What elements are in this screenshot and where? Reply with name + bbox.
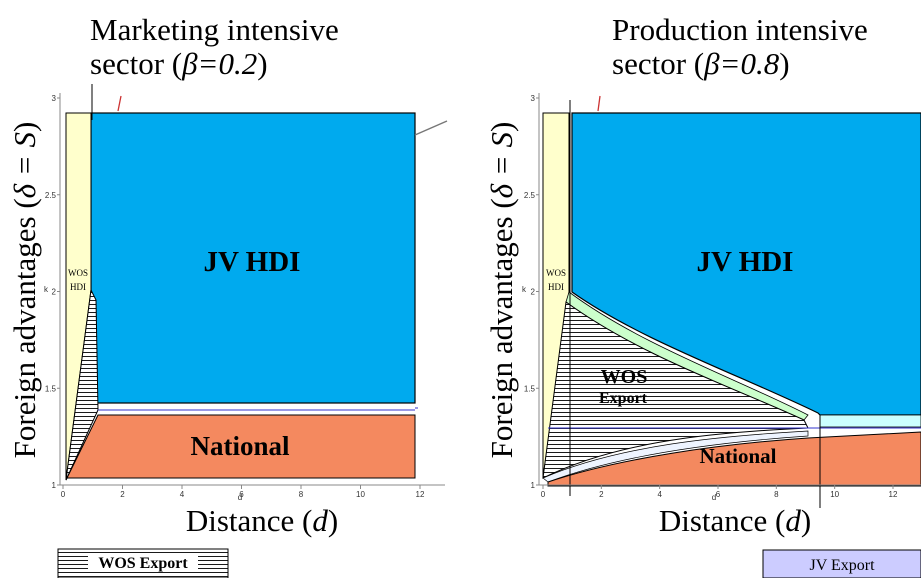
y-tick-label: 3	[52, 94, 57, 103]
x-tick-label: 10	[830, 490, 839, 499]
region-jv-export	[819, 414, 921, 428]
y-tick-label: 2	[531, 288, 536, 297]
label-export: Export	[599, 390, 648, 407]
region-jv-hdi	[571, 112, 921, 416]
label-wos: WOS	[601, 366, 648, 388]
tick-group-right: 0 2 4 6 8 10 12 1 1.5 2 2.5 3	[524, 94, 898, 499]
y-axis-title: Foreign advantages (δ = S)	[484, 122, 519, 459]
label-wos: WOS	[68, 268, 88, 278]
x-tick-label: 12	[889, 490, 898, 499]
y-tick-label: 1	[52, 481, 57, 490]
chart-left: Marketing intensive sector (β=0.2) 0 2 4 6 8…	[7, 12, 448, 538]
x-small-label: d	[238, 493, 242, 502]
tick-group-left: 0 2 4 6 8 10 12 1 1.5 2 2.5 3	[45, 94, 425, 499]
y-tick-label: 1.5	[524, 384, 536, 393]
label-national: National	[699, 444, 776, 468]
x-tick-label: 2	[120, 490, 125, 499]
x-tick-label: 8	[774, 490, 779, 499]
x-tick-label: 10	[356, 490, 365, 499]
x-tick-label: 2	[599, 490, 604, 499]
region-national	[547, 431, 921, 487]
y-axis-title: Foreign advantages (δ = S)	[7, 122, 42, 459]
legend-jv-export-swatch	[762, 549, 921, 578]
y-tick-label: 2.5	[524, 191, 536, 200]
y-small-label: k	[44, 285, 49, 294]
boundary-strip-lower	[542, 430, 809, 483]
region-wos-export	[542, 301, 809, 479]
y-tick-label: 1.5	[45, 384, 57, 393]
x-tick-label: 0	[541, 490, 546, 499]
y-tick-label: 2	[52, 288, 57, 297]
red-tick-line	[597, 95, 601, 112]
y-tick-label: 2.5	[45, 191, 57, 200]
legend-jv-export: JV Export	[762, 549, 921, 578]
y-tick-label: 1	[531, 481, 536, 490]
label-jv-hdi: JV HDI	[697, 246, 794, 278]
x-axis-title: Distance (d)	[186, 503, 338, 538]
edge-line	[414, 120, 448, 136]
x-tick-label: 4	[180, 490, 185, 499]
y-small-label: k	[522, 285, 527, 294]
x-tick-label: 0	[61, 490, 66, 499]
region-wos-export	[65, 288, 99, 481]
region-national	[65, 414, 416, 481]
legend-wos-export-text-bg	[88, 555, 198, 571]
x-tick-label: 4	[657, 490, 662, 499]
chart-right: Production intensive sector (β=0.8) 0 2 4 6…	[484, 12, 921, 538]
chart-left-title-line2: sector (β=0.2)	[90, 46, 268, 81]
y-tick-label: 3	[531, 94, 536, 103]
chart-right-title-line2: sector (β=0.8)	[612, 46, 790, 81]
x-axis-title: Distance (d)	[659, 503, 811, 538]
label-national: National	[190, 431, 290, 461]
legend-jv-export-label: JV Export	[809, 557, 875, 574]
x-tick-label: 6	[239, 490, 244, 499]
x-tick-label: 6	[716, 490, 721, 499]
legend-wos-export: WOS Export	[57, 548, 229, 578]
label-wos-small: WOS	[546, 268, 566, 278]
legend-wos-export-label: WOS Export	[98, 555, 188, 572]
x-tick-label: 12	[416, 490, 425, 499]
x-tick-label: 8	[299, 490, 304, 499]
chart-right-title-line1: Production intensive	[612, 12, 868, 47]
red-tick-line	[117, 95, 122, 112]
label-hdi-small: HDI	[548, 282, 564, 292]
chart-left-title-line1: Marketing intensive	[90, 12, 339, 47]
label-hdi: HDI	[70, 282, 86, 292]
label-jv-hdi: JV HDI	[204, 246, 301, 278]
region-jv-hdi	[90, 112, 416, 404]
x-small-label: d	[712, 493, 716, 502]
